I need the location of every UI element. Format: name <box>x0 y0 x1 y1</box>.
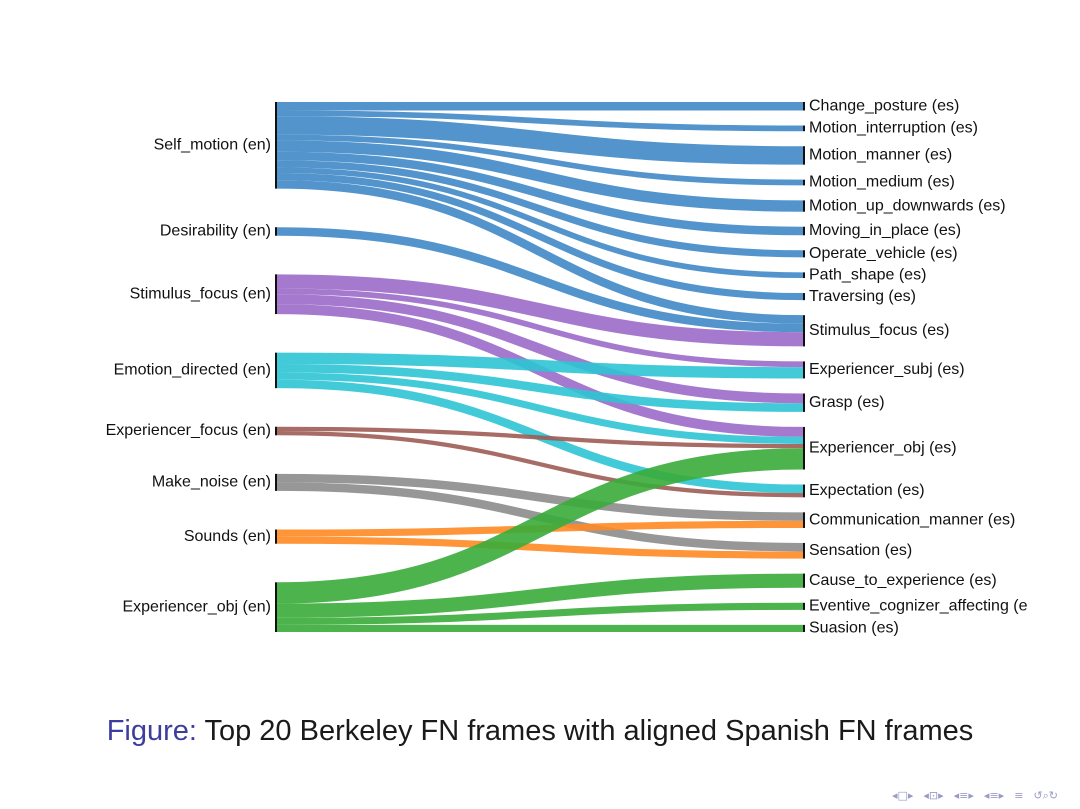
label-self-motion-en: Self_motion (en) <box>154 137 271 154</box>
node-suasion-es <box>803 624 805 632</box>
node-experiencer-obj-es <box>803 426 805 470</box>
link-self-motion-en-to-motion-manner-es <box>276 116 804 165</box>
label-eventive-cognizer-affecting-e: Eventive_cognizer_affecting (e <box>809 598 1028 615</box>
node-stimulus-focus-es <box>803 315 805 347</box>
link-self-motion-en-to-moving-in-place-es <box>276 151 804 236</box>
link-self-motion-en-to-traversing-es <box>276 173 804 301</box>
label-change-posture-es: Change_posture (es) <box>809 97 959 114</box>
link-experiencer-obj-en-to-cause-to-experience-es <box>276 573 804 618</box>
label-suasion-es: Suasion (es) <box>809 620 899 637</box>
node-sounds-en <box>275 529 277 544</box>
node-experiencer-focus-en <box>275 426 277 436</box>
nav-next-subsection-icon[interactable]: ◂≡▸ <box>983 789 1005 802</box>
caption-text: Top 20 Berkeley FN frames with aligned S… <box>196 715 974 747</box>
label-experiencer-obj-en: Experiencer_obj (en) <box>122 598 271 615</box>
node-stimulus-focus-en <box>275 274 277 315</box>
node-path-shape-es <box>803 272 805 279</box>
node-change-posture-es <box>803 102 805 111</box>
node-desirability-en <box>275 227 277 236</box>
label-make-noise-en: Make_noise (en) <box>152 474 271 491</box>
link-self-motion-en-to-stimulus-focus-es <box>276 180 804 324</box>
caption-lead: Figure: <box>106 715 197 747</box>
sankey-links <box>276 101 804 633</box>
link-self-motion-en-to-operate-vehicle-es <box>276 160 804 258</box>
node-eventive-cognizer-affecting-e <box>803 602 805 610</box>
label-motion-manner-es: Motion_manner (es) <box>809 147 952 164</box>
node-experiencer-obj-en <box>275 582 277 632</box>
link-self-motion-en-to-motion-medium-es <box>276 134 804 186</box>
sankey-labels: Self_motion (en) Desirability (en) Stimulu… <box>106 97 1028 636</box>
beamer-navigation: ◂□▸ ◂⊡▸ ◂≡▸ ◂≡▸ ≡ ↺⌕↻ <box>892 789 1058 803</box>
node-sensation-es <box>803 542 805 559</box>
nav-align-icon[interactable]: ≡ <box>1014 789 1024 802</box>
link-self-motion-en-to-path-shape-es <box>276 167 804 279</box>
node-operate-vehicle-es <box>803 250 805 258</box>
nav-prev-frame-icon[interactable]: ◂□▸ <box>891 789 914 802</box>
label-traversing-es: Traversing (es) <box>809 288 916 305</box>
link-stimulus-focus-en-to-grasp-es <box>276 294 804 404</box>
link-stimulus-focus-en-to-experiencer-subj-es <box>276 288 804 368</box>
label-moving-in-place-es: Moving_in_place (es) <box>809 222 961 239</box>
label-experiencer-focus-en: Experiencer_focus (en) <box>106 422 271 439</box>
label-operate-vehicle-es: Operate_vehicle (es) <box>809 245 958 262</box>
link-desirability-en-to-stimulus-focus-es <box>276 227 804 333</box>
label-sounds-en: Sounds (en) <box>184 528 271 545</box>
sankey-nodes <box>275 102 805 632</box>
nav-prev-section-icon[interactable]: ◂⊡▸ <box>923 789 944 802</box>
label-path-shape-es: Path_shape (es) <box>809 266 926 283</box>
link-make-noise-en-to-communication-manner-es <box>276 473 804 521</box>
label-emotion-directed-en: Emotion_directed (en) <box>114 362 271 379</box>
label-cause-to-experience-es: Cause_to_experience (es) <box>809 572 997 589</box>
label-stimulus-focus-es: Stimulus_focus (es) <box>809 322 950 339</box>
label-motion-interruption-es: Motion_interruption (es) <box>809 120 978 137</box>
node-experiencer-subj-es <box>803 361 805 379</box>
link-emotion-directed-en-to-experiencer-subj-es <box>276 352 804 379</box>
label-grasp-es: Grasp (es) <box>809 394 885 411</box>
link-stimulus-focus-en-to-stimulus-focus-es <box>276 274 804 347</box>
label-experiencer-obj-es: Experiencer_obj (es) <box>809 439 957 456</box>
link-emotion-directed-en-to-experiencer-obj-es <box>276 372 804 444</box>
node-emotion-directed-en <box>275 352 277 389</box>
link-experiencer-obj-en-to-eventive-cognizer-affecting-e <box>276 602 804 625</box>
node-communication-manner-es <box>803 512 805 528</box>
label-sensation-es: Sensation (es) <box>809 542 912 559</box>
label-experiencer-subj-es: Experiencer_subj (es) <box>809 361 965 378</box>
nav-prev-subsection-icon[interactable]: ◂≡▸ <box>953 789 974 802</box>
label-communication-manner-es: Communication_manner (es) <box>809 511 1015 528</box>
node-moving-in-place-es <box>803 226 805 236</box>
link-experiencer-focus-en-to-expectation-es <box>276 431 804 498</box>
node-self-motion-en <box>275 102 277 189</box>
nav-search-icon[interactable]: ↺⌕↻ <box>1033 789 1058 802</box>
link-experiencer-obj-en-to-experiencer-obj-es <box>276 448 804 604</box>
label-stimulus-focus-en: Stimulus_focus (en) <box>130 285 271 302</box>
node-motion-up-downwards-es <box>803 200 805 212</box>
node-make-noise-en <box>275 473 277 491</box>
node-traversing-es <box>803 293 805 301</box>
node-grasp-es <box>803 393 805 412</box>
label-expectation-es: Expectation (es) <box>809 482 925 499</box>
node-motion-interruption-es <box>803 125 805 132</box>
link-experiencer-focus-en-to-experiencer-obj-es <box>276 426 804 449</box>
label-desirability-en: Desirability (en) <box>160 223 271 240</box>
sankey-diagram: Self_motion (en) Desirability (en) Stimulu… <box>106 97 1028 636</box>
label-motion-up-downwards-es: Motion_up_downwards (es) <box>809 197 1006 214</box>
label-motion-medium-es: Motion_medium (es) <box>809 174 955 191</box>
node-motion-medium-es <box>803 179 805 186</box>
node-expectation-es <box>803 484 805 498</box>
figure-caption: Figure: Top 20 Berkeley FN frames with a… <box>0 715 1080 748</box>
link-self-motion-en-to-motion-up-downwards-es <box>276 140 804 212</box>
link-self-motion-en-to-motion-interruption-es <box>276 110 804 132</box>
node-cause-to-experience-es <box>803 573 805 588</box>
link-emotion-directed-en-to-grasp-es <box>276 364 804 412</box>
node-motion-manner-es <box>803 146 805 165</box>
link-sounds-en-to-sensation-es <box>276 536 804 559</box>
